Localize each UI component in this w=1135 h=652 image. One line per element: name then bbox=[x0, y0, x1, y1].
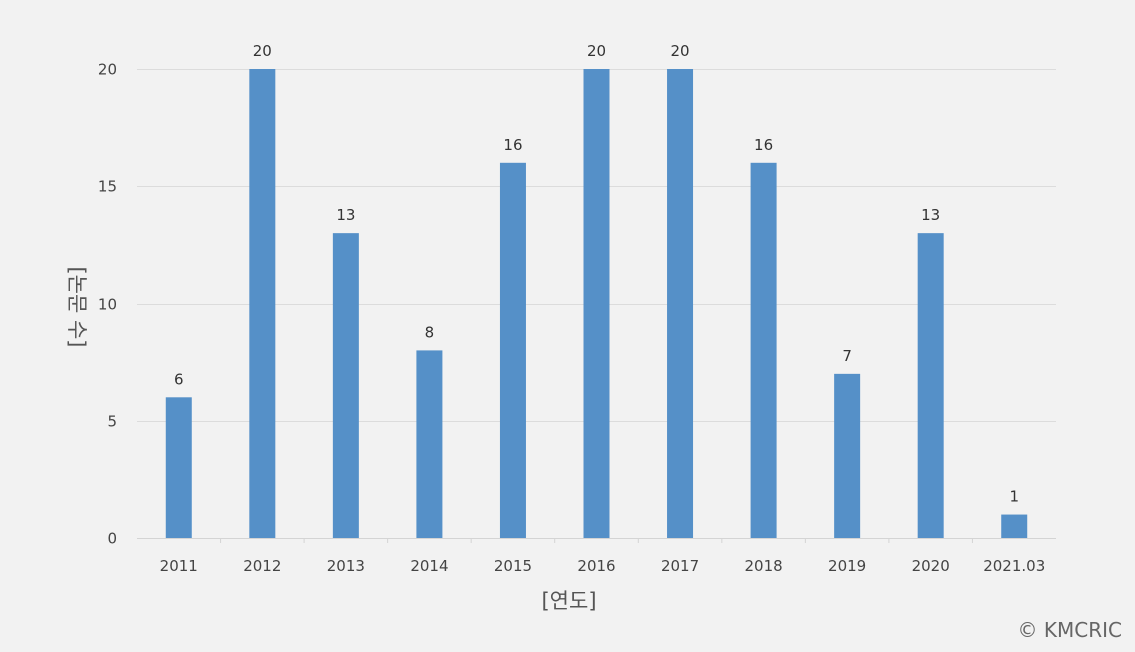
bar bbox=[750, 162, 777, 539]
data-label: 20 bbox=[253, 42, 272, 60]
bars bbox=[165, 69, 1028, 539]
x-tick-label: 2014 bbox=[410, 557, 448, 575]
data-label: 6 bbox=[174, 370, 184, 388]
data-label: 16 bbox=[503, 136, 522, 154]
y-tick-label: 20 bbox=[98, 61, 117, 79]
copyright-credit: © KMCRIC bbox=[1018, 618, 1122, 642]
bar bbox=[249, 69, 276, 538]
data-label: 20 bbox=[587, 42, 606, 60]
data-label: 16 bbox=[754, 136, 773, 154]
x-tick-label: 2019 bbox=[828, 557, 866, 575]
data-label: 20 bbox=[670, 42, 689, 60]
x-tick-label: 2012 bbox=[243, 557, 281, 575]
x-tick-label: 2018 bbox=[744, 557, 782, 575]
x-tick-label: 2011 bbox=[160, 557, 198, 575]
y-tick-label: 15 bbox=[98, 178, 117, 196]
x-axis-title: [연도] bbox=[541, 589, 596, 613]
bar bbox=[416, 350, 443, 538]
x-axis-ticks: 2011 2012 2013 2014 2015 2016 2017 2018 2019 2020… bbox=[160, 538, 1045, 575]
y-tick-label: 10 bbox=[98, 296, 117, 314]
x-tick-label: 2013 bbox=[327, 557, 365, 575]
y-axis-ticks: 0 5 10 15 20 bbox=[98, 61, 117, 548]
bar bbox=[583, 69, 610, 538]
data-label: 8 bbox=[425, 323, 435, 341]
bar bbox=[1001, 514, 1028, 538]
bar bbox=[834, 373, 861, 538]
y-axis-title: [논문 수] bbox=[65, 266, 89, 347]
data-label: 13 bbox=[336, 206, 355, 224]
y-tick-label: 0 bbox=[107, 530, 117, 548]
bar bbox=[332, 233, 359, 538]
x-tick-label: 2015 bbox=[494, 557, 532, 575]
data-labels: 6 20 13 8 16 20 20 16 7 13 1 bbox=[174, 42, 1019, 506]
bar bbox=[917, 233, 944, 538]
data-label: 1 bbox=[1009, 488, 1019, 506]
y-tick-label: 5 bbox=[107, 413, 117, 431]
data-label: 7 bbox=[842, 347, 852, 365]
bar bbox=[165, 397, 192, 538]
bar bbox=[499, 162, 526, 539]
x-tick-label: 2020 bbox=[912, 557, 950, 575]
x-tick-label: 2016 bbox=[577, 557, 615, 575]
data-label: 13 bbox=[921, 206, 940, 224]
bar bbox=[667, 69, 694, 538]
x-tick-label: 2017 bbox=[661, 557, 699, 575]
x-tick-label: 2021.03 bbox=[983, 557, 1045, 575]
